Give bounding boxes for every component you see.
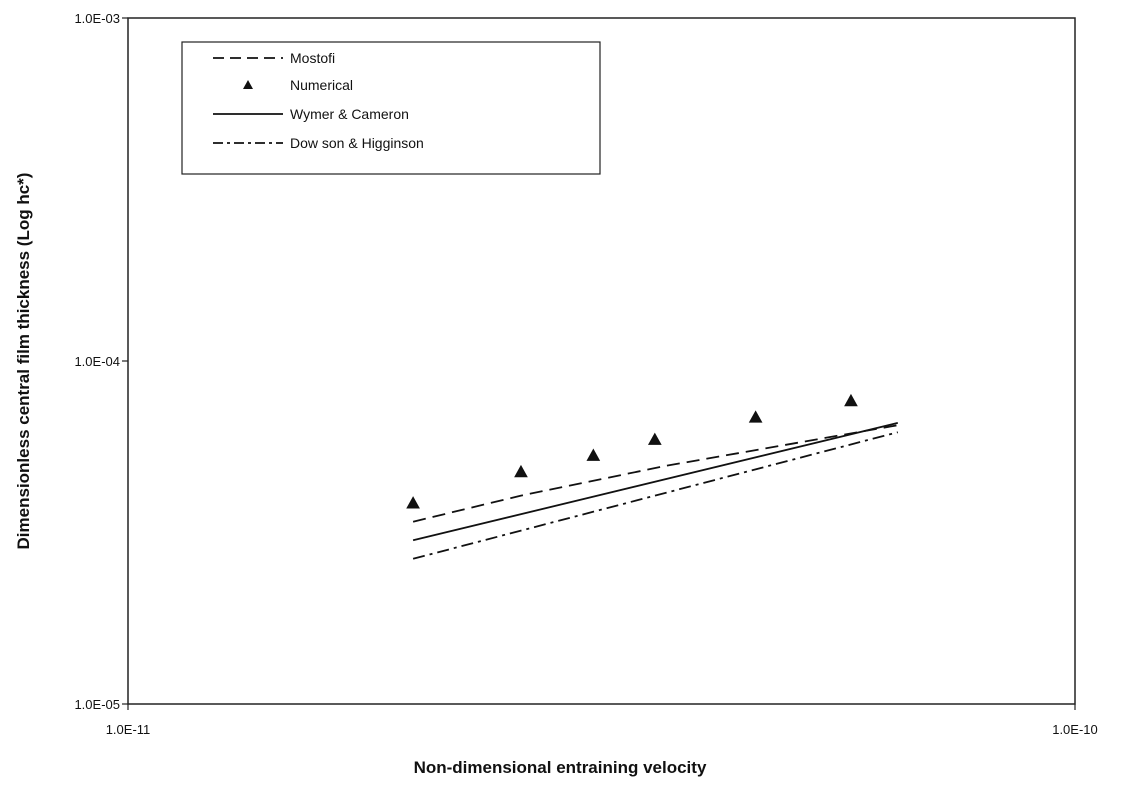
legend-numerical-swatch <box>243 80 253 89</box>
y-tick-label: 1.0E-04 <box>74 354 120 369</box>
legend-numerical-label: Numerical <box>290 77 353 93</box>
series-numerical-marker <box>748 410 763 423</box>
legend-dow-son-higginson-label: Dow son & Higginson <box>290 135 424 151</box>
series-numerical-marker <box>844 393 858 407</box>
series-numerical-marker <box>586 448 601 461</box>
x-tick-label: 1.0E-11 <box>106 722 151 737</box>
series-numerical-marker <box>647 432 662 445</box>
legend-wymer-cameron-label: Wymer & Cameron <box>290 106 409 122</box>
legend-mostofi-label: Mostofi <box>290 50 335 66</box>
y-axis-title: Dimensionless central film thickness (Lo… <box>14 173 33 550</box>
y-tick-label: 1.0E-05 <box>74 697 120 712</box>
series-wymer-cameron-line <box>412 422 899 542</box>
series-dow-son-higginson-line <box>412 431 899 560</box>
series-numerical-marker <box>514 464 528 478</box>
series-numerical-marker <box>406 496 420 509</box>
legend: Mostofi Numerical Wymer & Cameron Dow son &… <box>181 41 601 175</box>
series-mostofi-line <box>412 424 898 523</box>
x-axis-title: Non-dimensional entraining velocity <box>414 758 707 777</box>
legend-box <box>181 41 601 175</box>
y-tick-label: 1.0E-03 <box>74 11 120 26</box>
x-tick-label: 1.0E-10 <box>1052 722 1098 737</box>
